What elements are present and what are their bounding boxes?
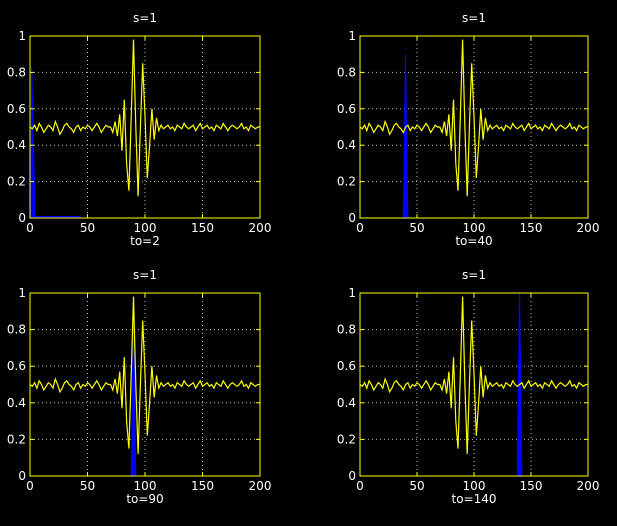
x-tick-label: 200 <box>249 479 272 493</box>
y-tick-label: 1 <box>348 286 356 300</box>
x-tick-label: 0 <box>26 479 34 493</box>
y-tick-label: 0.4 <box>7 138 26 152</box>
chart-panel-1: 0 50 100 150 200 0 0.2 0.4 0.6 0.8 1 s=1 to=2 <box>7 11 272 248</box>
y-tick-label: 1 <box>348 29 356 43</box>
y-tick-label: 0.6 <box>7 102 26 116</box>
x-axis-label: to=40 <box>455 234 492 248</box>
pulse-shape <box>30 66 36 219</box>
x-tick-label: 150 <box>191 221 214 235</box>
x-tick-label: 150 <box>520 221 543 235</box>
y-tick-label: 0.4 <box>337 138 356 152</box>
x-tick-label: 100 <box>463 479 486 493</box>
x-axis-label: to=140 <box>451 492 496 506</box>
chart-title: s=1 <box>133 268 157 282</box>
x-tick-label: 100 <box>463 221 486 235</box>
y-tick-label: 0.6 <box>337 102 356 116</box>
x-tick-label: 200 <box>577 479 600 493</box>
x-tick-label: 50 <box>409 479 424 493</box>
x-tick-label: 0 <box>356 221 364 235</box>
y-tick-label: 0 <box>348 469 356 483</box>
x-tick-label: 50 <box>80 479 95 493</box>
y-tick-label: 1 <box>18 29 26 43</box>
y-tick-label: 1 <box>18 286 26 300</box>
x-tick-label: 100 <box>134 221 157 235</box>
y-tick-label: 0.8 <box>337 323 356 337</box>
chart-title: s=1 <box>133 11 157 25</box>
pulse-shape <box>130 296 137 477</box>
y-tick-label: 0 <box>18 469 26 483</box>
x-tick-label: 50 <box>80 221 95 235</box>
y-tick-label: 0.4 <box>7 396 26 410</box>
y-tick-label: 0.8 <box>7 65 26 79</box>
x-axis-label: to=2 <box>130 234 160 248</box>
y-tick-label: 0.2 <box>7 432 26 446</box>
y-tick-label: 0.2 <box>337 432 356 446</box>
y-tick-label: 0.8 <box>337 65 356 79</box>
x-tick-label: 150 <box>191 479 214 493</box>
chart-panel-4: 0 50 100 150 200 0 0.2 0.4 0.6 0.8 1 s=1 to=140 <box>337 268 600 506</box>
signal-line <box>359 296 588 455</box>
x-tick-label: 0 <box>356 479 364 493</box>
y-tick-label: 0.4 <box>337 396 356 410</box>
y-tick-label: 0.6 <box>7 359 26 373</box>
x-tick-label: 50 <box>409 221 424 235</box>
x-axis-label: to=90 <box>126 492 163 506</box>
chart-panel-3: 0 50 100 150 200 0 0.2 0.4 0.6 0.8 1 s=1 to=90 <box>7 268 272 506</box>
x-tick-label: 0 <box>26 221 34 235</box>
chart-title: s=1 <box>462 11 486 25</box>
x-tick-label: 200 <box>577 221 600 235</box>
x-tick-label: 100 <box>134 479 157 493</box>
pulse-shape <box>402 54 409 219</box>
x-tick-label: 150 <box>520 479 543 493</box>
y-tick-label: 0.8 <box>7 323 26 337</box>
signal-line <box>29 296 260 455</box>
y-tick-label: 0.2 <box>337 175 356 189</box>
y-tick-label: 0 <box>348 211 356 225</box>
x-tick-label: 200 <box>249 221 272 235</box>
y-tick-label: 0.2 <box>7 175 26 189</box>
y-tick-label: 0 <box>18 211 26 225</box>
signal-line <box>29 39 260 197</box>
chart-title: s=1 <box>462 268 486 282</box>
chart-panel-2: 0 50 100 150 200 0 0.2 0.4 0.6 0.8 1 s=1 to=40 <box>337 11 600 248</box>
signal-line <box>359 39 588 197</box>
y-tick-label: 0.6 <box>337 359 356 373</box>
